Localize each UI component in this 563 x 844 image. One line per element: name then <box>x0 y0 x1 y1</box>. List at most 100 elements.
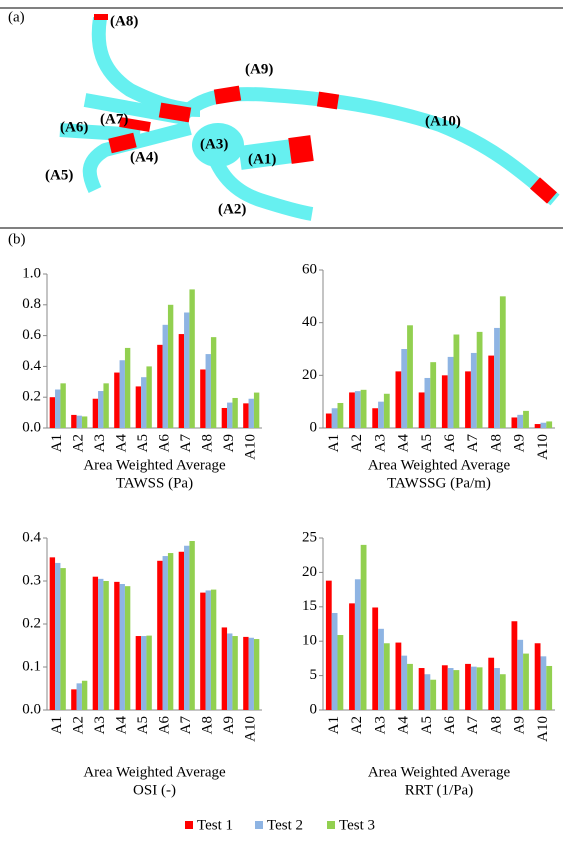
bar <box>119 360 125 428</box>
bar <box>447 356 454 428</box>
y-tick-label: 20 <box>302 564 317 580</box>
bar <box>465 663 471 710</box>
bar <box>523 653 529 710</box>
bar <box>476 667 483 710</box>
bar <box>465 371 471 428</box>
bar <box>124 586 131 710</box>
bar <box>98 578 104 710</box>
x-tick-label: A10 <box>243 434 259 460</box>
bar <box>205 590 211 710</box>
bar <box>71 414 77 428</box>
bar <box>325 580 332 710</box>
legend-label: Test 3 <box>339 817 375 833</box>
y-tick-label: 10 <box>302 633 317 649</box>
bar <box>227 633 233 710</box>
segment <box>108 132 137 154</box>
segment <box>119 117 151 132</box>
x-tick-label: A1 <box>49 716 65 734</box>
bar <box>517 414 524 428</box>
bar <box>430 362 437 428</box>
bar <box>135 386 142 428</box>
artery-diagram <box>59 14 560 221</box>
bar <box>71 689 77 710</box>
x-tick-label: A4 <box>114 434 130 453</box>
x-tick-label: A2 <box>71 716 87 734</box>
bar <box>114 581 120 710</box>
bar <box>49 557 56 710</box>
bar <box>200 369 206 428</box>
legend-label: Test 2 <box>267 817 303 833</box>
y-tick-label: 0 <box>310 419 318 435</box>
chart-subtitle: TAWSSG (Pa/m) <box>387 475 491 491</box>
y-tick-label: 0 <box>310 701 318 717</box>
bar <box>476 331 483 428</box>
bar <box>337 402 344 428</box>
bar <box>488 355 495 428</box>
bar <box>441 665 448 710</box>
bar <box>189 289 195 428</box>
bar <box>98 391 104 428</box>
vessel-label: (A3) <box>200 136 228 152</box>
bar <box>407 325 413 428</box>
bar <box>243 403 249 428</box>
bar <box>135 636 142 710</box>
bar <box>162 556 168 710</box>
bar <box>534 643 541 710</box>
vessel <box>192 123 244 167</box>
x-tick-label: A1 <box>326 716 342 734</box>
bar <box>383 643 390 710</box>
bar <box>401 349 408 428</box>
bar <box>325 413 332 428</box>
bar <box>141 377 147 428</box>
bar <box>210 589 217 710</box>
bar <box>76 683 82 710</box>
bar <box>162 324 168 428</box>
bar <box>232 636 238 710</box>
y-tick-label: 40 <box>302 314 317 330</box>
y-tick-label: 25 <box>302 529 317 545</box>
bar <box>372 408 379 428</box>
x-tick-label: A5 <box>135 434 151 452</box>
bar <box>378 401 384 428</box>
bar <box>184 545 190 710</box>
chart-title: Area Weighted Average <box>83 457 226 473</box>
y-tick-label: 0.4 <box>22 529 41 545</box>
bar <box>511 621 518 710</box>
bar <box>488 657 495 710</box>
vessel-label: (A4) <box>130 149 158 165</box>
bar <box>119 584 125 710</box>
bar <box>378 628 384 710</box>
bar <box>81 680 88 710</box>
x-tick-label: A10 <box>535 716 551 742</box>
y-tick-label: 60 <box>302 261 317 277</box>
bar <box>407 663 413 710</box>
bar <box>470 666 477 710</box>
chart-title: Area Weighted Average <box>83 764 226 780</box>
bar <box>248 398 254 428</box>
x-tick-label: A5 <box>135 716 151 734</box>
bar <box>205 354 211 428</box>
vessel-label: (A2) <box>218 201 246 217</box>
bar <box>331 408 338 428</box>
x-tick-label: A9 <box>512 716 528 734</box>
x-tick-label: A4 <box>396 434 412 453</box>
y-tick-label: 0.2 <box>22 389 41 405</box>
vessel <box>82 121 192 193</box>
bar <box>227 402 233 428</box>
bar <box>103 383 109 428</box>
bar <box>453 334 460 428</box>
chart-subtitle: RRT (1/Pa) <box>405 782 473 798</box>
x-tick-label: A8 <box>200 434 216 452</box>
bar <box>430 679 437 710</box>
x-tick-label: A4 <box>114 716 130 735</box>
bar <box>546 421 553 428</box>
bar <box>499 674 506 710</box>
y-tick-label: 1.0 <box>22 265 41 281</box>
legend-label: Test 1 <box>197 817 233 833</box>
x-tick-label: A3 <box>92 434 108 452</box>
bar <box>221 627 228 710</box>
bar <box>494 668 500 710</box>
x-tick-label: A2 <box>349 434 365 452</box>
x-tick-label: A5 <box>419 434 435 452</box>
bar <box>178 551 185 710</box>
